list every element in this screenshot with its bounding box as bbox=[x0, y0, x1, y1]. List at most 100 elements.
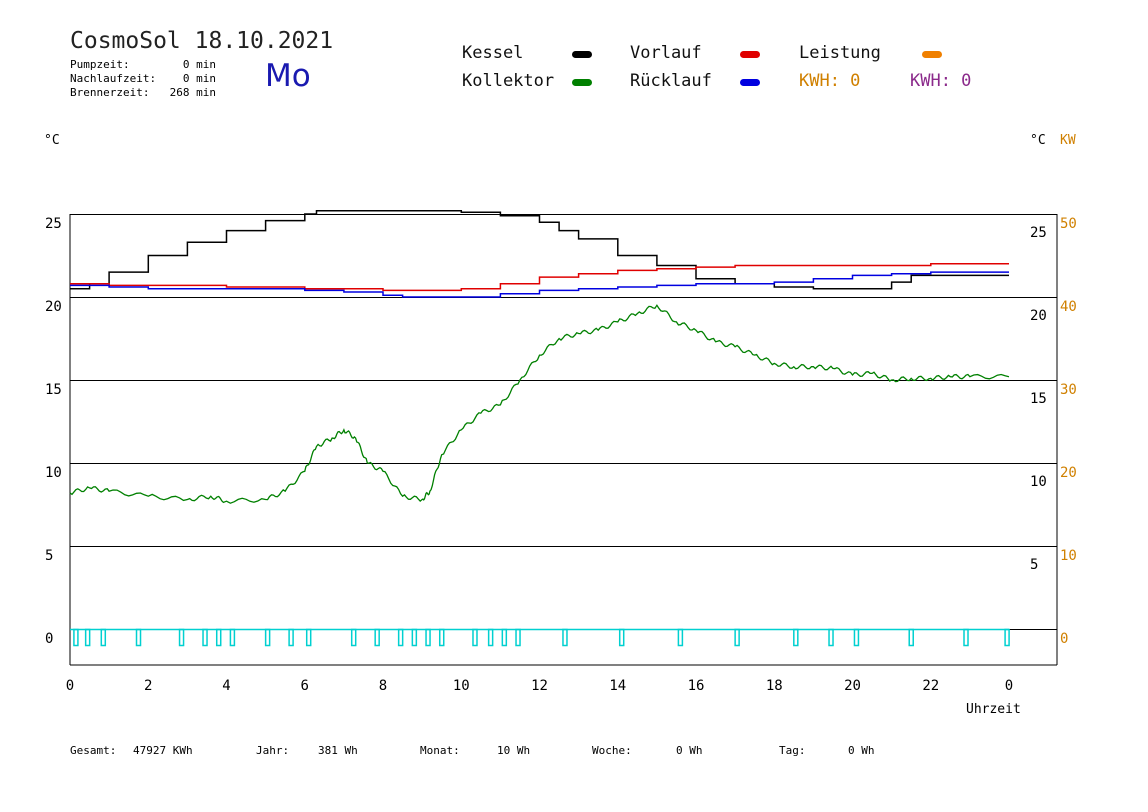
x-tick-label: 8 bbox=[379, 678, 387, 694]
footer-jahr-value: 381 Wh bbox=[318, 744, 358, 757]
x-tick-label: 14 bbox=[609, 678, 626, 694]
stat-nachlaufzeit-label: Nachlaufzeit: bbox=[70, 72, 157, 85]
y-left-tick-label: 0 bbox=[45, 631, 53, 647]
y-left-tick-label: 20 bbox=[45, 299, 62, 315]
footer-monat-label: Monat: bbox=[420, 744, 460, 757]
pump-pulse bbox=[501, 628, 508, 647]
pump-pulse bbox=[397, 628, 404, 647]
footer-tag-label: Tag: bbox=[779, 744, 806, 757]
pump-pulse bbox=[472, 628, 478, 647]
pump-pulse bbox=[793, 628, 799, 647]
x-tick-label: 4 bbox=[222, 678, 230, 694]
pump-pulse bbox=[734, 628, 740, 647]
pump-pulse bbox=[305, 628, 312, 647]
x-tick-label: 0 bbox=[1005, 678, 1013, 694]
pump-pulse bbox=[515, 628, 521, 647]
pump-pulse bbox=[562, 628, 568, 647]
legend-kessel-label: Kessel bbox=[462, 43, 524, 63]
footer-tag-value: 0 Wh bbox=[848, 744, 875, 757]
x-axis-label: Uhrzeit bbox=[966, 702, 1021, 717]
y-right-celsius-tick-label: 15 bbox=[1030, 391, 1047, 407]
pump-pulse bbox=[264, 628, 271, 647]
footer-gesamt-value: 47927 KWh bbox=[133, 744, 193, 757]
legend-kwh-1: KWH: 0 bbox=[799, 71, 861, 91]
x-tick-label: 6 bbox=[301, 678, 309, 694]
pump-pulses bbox=[70, 628, 1010, 647]
series-line-kollektor bbox=[69, 304, 1010, 504]
y-right-kw-tick-label: 40 bbox=[1060, 299, 1077, 315]
chart-grid bbox=[69, 214, 1058, 666]
x-tick-label: 0 bbox=[66, 678, 74, 694]
footer-gesamt-label: Gesamt: bbox=[70, 744, 117, 757]
right-axis-unit-celsius: °C bbox=[1030, 133, 1046, 148]
pump-pulse bbox=[350, 628, 357, 647]
stat-pumpzeit-label: Pumpzeit: bbox=[70, 58, 130, 71]
y-right-kw-tick-label: 20 bbox=[1060, 465, 1077, 481]
x-tick-label: 22 bbox=[922, 678, 939, 694]
legend-vorlauf-swatch bbox=[740, 51, 760, 58]
legend-kollektor-swatch bbox=[572, 79, 592, 86]
legend-kwh-2: KWH: 0 bbox=[910, 71, 972, 91]
legend-leistung-swatch bbox=[922, 51, 942, 58]
pump-pulse bbox=[963, 628, 969, 647]
y-right-celsius-tick-label: 25 bbox=[1030, 225, 1047, 241]
x-tick-label: 16 bbox=[688, 678, 705, 694]
x-tick-label: 12 bbox=[531, 678, 548, 694]
legend-ruecklauf-label: Rücklauf bbox=[630, 71, 712, 91]
footer-jahr-label: Jahr: bbox=[256, 744, 290, 757]
y-left-tick-label: 10 bbox=[45, 465, 62, 481]
pump-pulse bbox=[135, 628, 142, 647]
footer-woche-label: Woche: bbox=[592, 744, 632, 757]
y-left-tick-label: 5 bbox=[45, 548, 53, 564]
chart-title: CosmoSol 18.10.2021 bbox=[70, 28, 334, 54]
pump-pulse bbox=[908, 628, 914, 647]
pump-pulse bbox=[425, 628, 431, 647]
y-right-kw-tick-label: 10 bbox=[1060, 548, 1077, 564]
y-left-tick-label: 25 bbox=[45, 216, 62, 232]
series-line-vorlauf bbox=[70, 263, 1009, 292]
chart-series bbox=[69, 209, 1010, 504]
series-line-ruecklauf bbox=[70, 271, 1009, 298]
footer-monat-value: 10 Wh bbox=[497, 744, 531, 757]
x-tick-label: 18 bbox=[766, 678, 783, 694]
y-right-kw-tick-label: 30 bbox=[1060, 382, 1077, 398]
pump-pulse bbox=[1004, 628, 1010, 647]
pump-pulse bbox=[288, 628, 294, 647]
series-line-kessel bbox=[70, 209, 1009, 290]
pump-pulse bbox=[853, 628, 860, 647]
pump-pulse bbox=[677, 628, 684, 647]
pump-pulse bbox=[229, 628, 236, 647]
y-right-kw-tick-label: 50 bbox=[1060, 216, 1077, 232]
legend-vorlauf-label: Vorlauf bbox=[630, 43, 702, 63]
stat-pumpzeit-value: 0 min bbox=[182, 58, 216, 71]
legend-ruecklauf-swatch bbox=[740, 79, 760, 86]
legend-leistung-label: Leistung bbox=[799, 43, 881, 63]
pump-pulse bbox=[438, 628, 445, 647]
pump-pulse bbox=[100, 628, 107, 647]
stat-brennerzeit-label: Brennerzeit: bbox=[70, 86, 150, 99]
x-tick-label: 20 bbox=[844, 678, 861, 694]
y-right-celsius-tick-label: 5 bbox=[1030, 557, 1038, 573]
pump-pulse bbox=[374, 628, 380, 647]
y-left-tick-label: 15 bbox=[45, 382, 62, 398]
y-right-kw-tick-label: 0 bbox=[1060, 631, 1068, 647]
pump-pulse bbox=[487, 628, 494, 647]
pump-pulse bbox=[411, 628, 418, 647]
legend-kessel-swatch bbox=[572, 51, 592, 58]
legend-kollektor-label: Kollektor bbox=[462, 71, 555, 91]
footer-woche-value: 0 Wh bbox=[676, 744, 703, 757]
right-axis-unit-kw: KW bbox=[1060, 133, 1076, 148]
pump-pulse bbox=[215, 628, 222, 647]
y-right-celsius-tick-label: 10 bbox=[1030, 474, 1047, 490]
x-tick-label: 10 bbox=[453, 678, 470, 694]
y-right-celsius-tick-label: 20 bbox=[1030, 308, 1047, 324]
pump-pulse bbox=[84, 628, 91, 647]
stat-nachlaufzeit-value: 0 min bbox=[182, 72, 216, 85]
pump-pulse bbox=[73, 628, 79, 647]
pump-pulse bbox=[202, 628, 208, 647]
stat-brennerzeit-value: 268 min bbox=[169, 86, 216, 99]
x-tick-label: 2 bbox=[144, 678, 152, 694]
pump-pulse bbox=[178, 628, 185, 647]
